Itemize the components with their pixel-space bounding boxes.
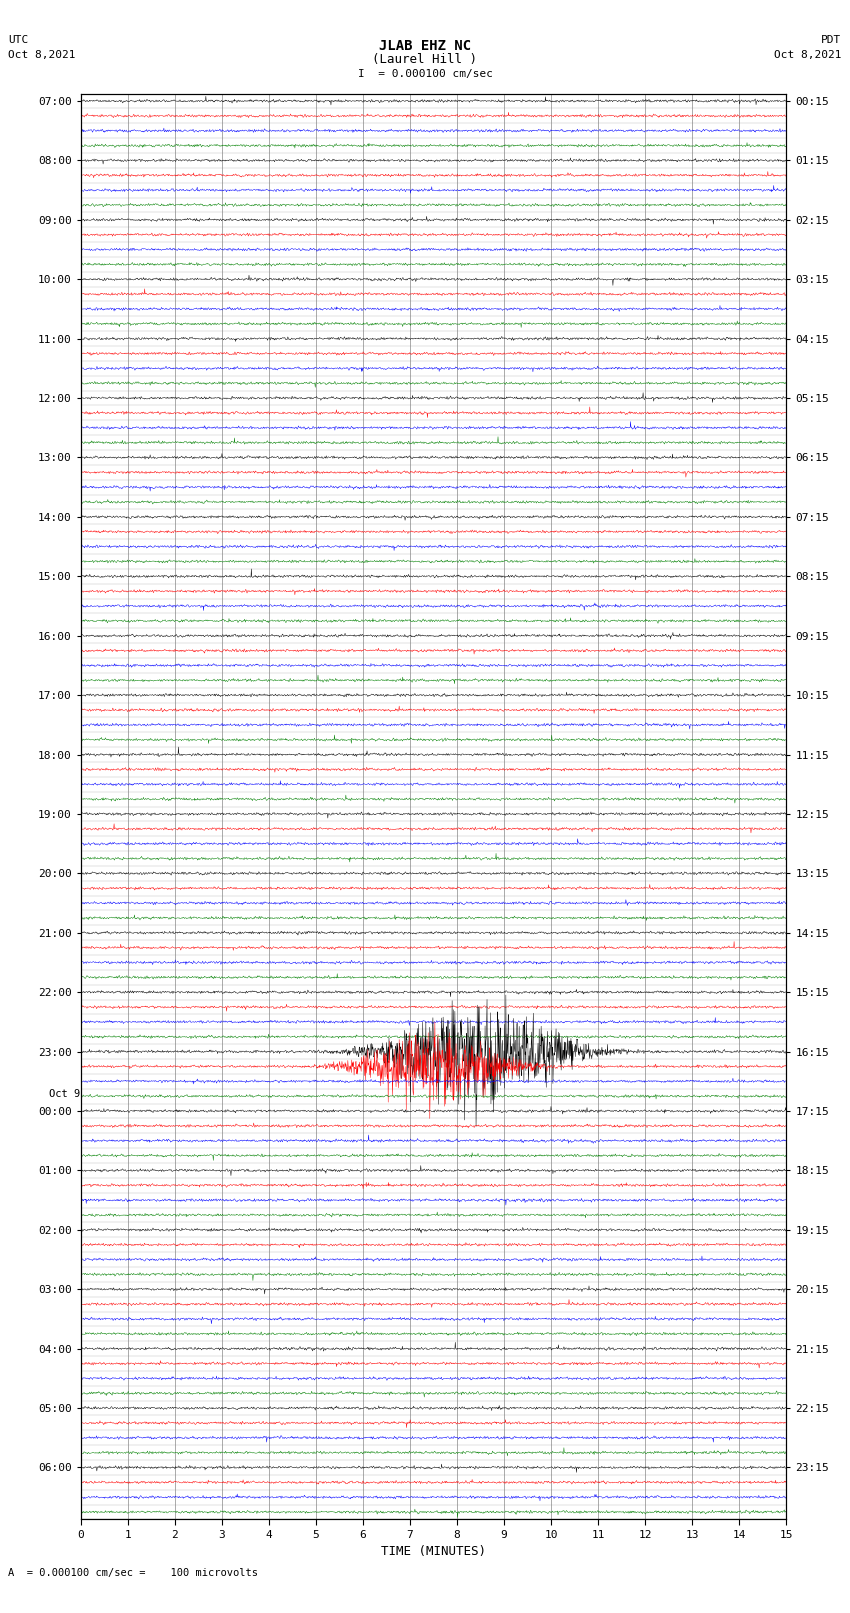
Text: (Laurel Hill ): (Laurel Hill ) <box>372 53 478 66</box>
X-axis label: TIME (MINUTES): TIME (MINUTES) <box>381 1545 486 1558</box>
Text: JLAB EHZ NC: JLAB EHZ NC <box>379 39 471 53</box>
Text: Oct 8,2021: Oct 8,2021 <box>8 50 76 60</box>
Text: Oct 8,2021: Oct 8,2021 <box>774 50 842 60</box>
Text: UTC: UTC <box>8 35 29 45</box>
Text: A  = 0.000100 cm/sec =    100 microvolts: A = 0.000100 cm/sec = 100 microvolts <box>8 1568 258 1578</box>
Text: PDT: PDT <box>821 35 842 45</box>
Text: Oct 9: Oct 9 <box>48 1089 80 1098</box>
Text: I  = 0.000100 cm/sec: I = 0.000100 cm/sec <box>358 69 492 79</box>
